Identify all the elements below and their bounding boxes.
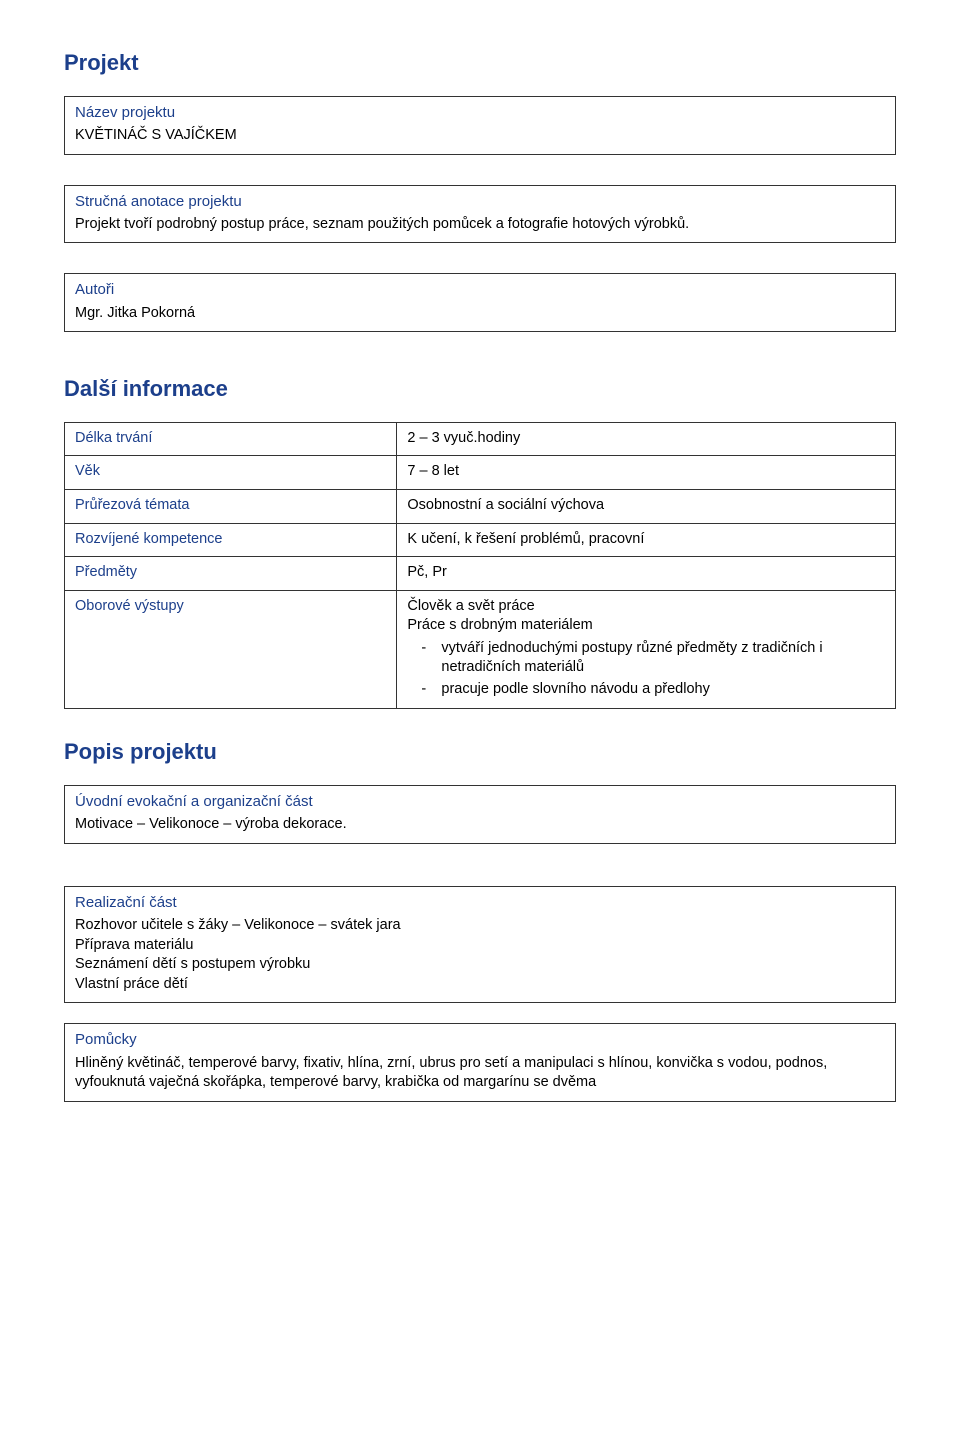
table-row: Průřezová témata Osobnostní a sociální vý… <box>65 489 896 523</box>
info-key: Délka trvání <box>65 422 397 456</box>
info-key: Průřezová témata <box>65 489 397 523</box>
info-value-line: Práce s drobným materiálem <box>407 616 885 636</box>
value-nazev-projektu: KVĚTINÁČ S VAJÍČKEM <box>75 127 237 143</box>
section-heading-projekt: Projekt <box>64 48 896 78</box>
info-value: 7 – 8 let <box>397 456 896 490</box>
value-realizace: Rozhovor učitele s žáky – Velikonoce – s… <box>75 917 401 992</box>
info-value-line: K učení, k řešení problémů, pracovní <box>407 530 885 550</box>
info-value: Člověk a svět prácePráce s drobným mater… <box>397 590 896 709</box>
value-pomucky: Hliněný květináč, temperové barvy, fixat… <box>75 1055 827 1091</box>
table-row: Délka trvání 2 – 3 vyuč.hodiny <box>65 422 896 456</box>
value-anotace: Projekt tvoří podrobný postup práce, sez… <box>75 216 689 232</box>
info-key: Rozvíjené kompetence <box>65 523 397 557</box>
label-anotace: Stručná anotace projektu <box>75 192 885 212</box>
section-heading-dalsi-informace: Další informace <box>64 374 896 404</box>
table-row: Rozvíjené kompetence K učení, k řešení pr… <box>65 523 896 557</box>
value-uvod: Motivace – Velikonoce – výroba dekorace. <box>75 816 347 832</box>
info-table: Délka trvání 2 – 3 vyuč.hodiny Věk 7 – 8 le… <box>64 422 896 710</box>
info-bullet-list: vytváří jednoduchými postupy různé předm… <box>407 639 885 700</box>
info-value: K učení, k řešení problémů, pracovní <box>397 523 896 557</box>
table-row: Předměty Pč, Pr <box>65 557 896 591</box>
label-uvod: Úvodní evokační a organizační část <box>75 792 885 812</box>
info-value-line: 2 – 3 vyuč.hodiny <box>407 429 885 449</box>
info-value-line: 7 – 8 let <box>407 462 885 482</box>
info-value: 2 – 3 vyuč.hodiny <box>397 422 896 456</box>
label-realizace: Realizační část <box>75 893 885 913</box>
value-autori: Mgr. Jitka Pokorná <box>75 305 195 321</box>
label-pomucky: Pomůcky <box>75 1030 885 1050</box>
info-value: Pč, Pr <box>397 557 896 591</box>
box-realizace: Realizační část Rozhovor učitele s žáky … <box>64 886 896 1004</box>
info-key: Předměty <box>65 557 397 591</box>
list-item: vytváří jednoduchými postupy různé předm… <box>441 639 885 678</box>
info-value: Osobnostní a sociální výchova <box>397 489 896 523</box>
info-key: Oborové výstupy <box>65 590 397 709</box>
box-pomucky: Pomůcky Hliněný květináč, temperové barv… <box>64 1023 896 1101</box>
info-value-line: Pč, Pr <box>407 563 885 583</box>
box-uvod: Úvodní evokační a organizační část Motiv… <box>64 785 896 844</box>
info-value-line: Člověk a svět práce <box>407 597 885 617</box>
box-nazev-projektu: Název projektu KVĚTINÁČ S VAJÍČKEM <box>64 96 896 155</box>
table-row: Oborové výstupyČlověk a svět prácePráce … <box>65 590 896 709</box>
table-row: Věk 7 – 8 let <box>65 456 896 490</box>
list-item: pracuje podle slovního návodu a předlohy <box>441 680 885 700</box>
box-anotace: Stručná anotace projektu Projekt tvoří p… <box>64 185 896 244</box>
label-nazev-projektu: Název projektu <box>75 103 885 123</box>
box-autori: Autoři Mgr. Jitka Pokorná <box>64 273 896 332</box>
info-key: Věk <box>65 456 397 490</box>
label-autori: Autoři <box>75 280 885 300</box>
info-value-line: Osobnostní a sociální výchova <box>407 496 885 516</box>
section-heading-popis: Popis projektu <box>64 737 896 767</box>
